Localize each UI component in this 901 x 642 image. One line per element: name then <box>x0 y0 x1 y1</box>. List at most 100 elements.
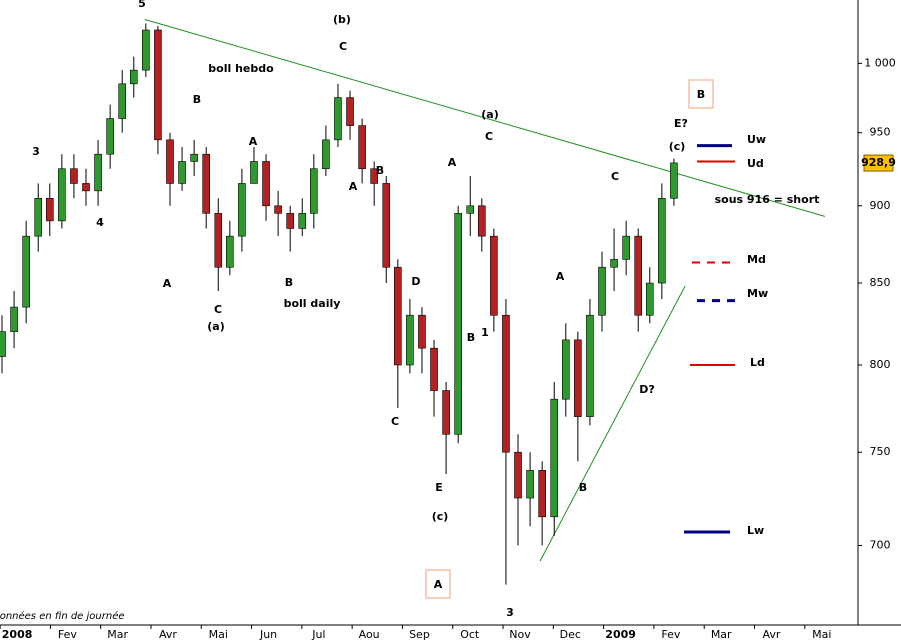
candle-body <box>34 197 43 237</box>
candle-body <box>382 183 391 268</box>
candle-body <box>634 235 643 316</box>
candle-body <box>418 314 426 349</box>
x-tick-label: 2008 <box>2 628 33 641</box>
wave-annotation: (c) <box>432 510 449 523</box>
x-tick-label: Fev <box>58 628 77 641</box>
candle-body <box>0 331 6 357</box>
x-tick-label: Avr <box>159 628 177 641</box>
candle-body <box>94 153 102 192</box>
candle-body <box>561 339 570 400</box>
candle-body <box>645 282 654 316</box>
wave-annotation: D <box>411 275 420 288</box>
candle-body <box>70 168 78 184</box>
wave-annotation: C <box>611 170 619 183</box>
trendline <box>539 285 686 562</box>
wave-annotation: C <box>485 130 493 143</box>
candle-body <box>202 153 211 214</box>
candle-body <box>586 314 594 417</box>
boxed-label-frame <box>688 79 714 109</box>
x-tick-label: Avr <box>763 628 781 641</box>
candle-body <box>129 69 138 85</box>
candle-body <box>394 266 402 366</box>
wave-annotation: A <box>163 277 172 290</box>
candle-body <box>154 29 162 141</box>
candle-body <box>214 213 223 268</box>
y-tick-label: 700 <box>870 538 891 551</box>
x-tick-label: Mai <box>812 628 831 641</box>
candle-body <box>478 205 486 237</box>
wave-annotation: E? <box>674 117 688 130</box>
level-label: Md <box>747 253 766 266</box>
candle-body <box>310 168 318 214</box>
candle-body <box>658 197 666 284</box>
candle-body <box>358 125 366 170</box>
wave-annotation: C <box>339 40 347 53</box>
candle-body <box>502 314 510 453</box>
footnote: Données en fin de journée <box>0 610 125 622</box>
candle-body <box>454 213 462 435</box>
candle-body <box>10 306 18 332</box>
wave-annotation: (a) <box>207 320 224 333</box>
y-tick-label: 900 <box>870 199 891 212</box>
wave-annotation: A <box>349 180 358 193</box>
wave-annotation: B <box>193 93 201 106</box>
candle-body <box>274 205 282 214</box>
x-tick-label: Mai <box>209 628 228 641</box>
candle-body <box>238 183 246 237</box>
x-tick-label: 2009 <box>605 628 636 641</box>
y-tick-label: 850 <box>870 276 891 289</box>
candle-body <box>574 339 582 417</box>
y-tick-label: 750 <box>870 445 891 458</box>
wave-annotation: (b) <box>333 13 351 26</box>
candle-body <box>466 205 475 214</box>
candle-body <box>550 398 559 518</box>
y-tick-label: 800 <box>870 358 891 371</box>
candle-body <box>406 314 414 366</box>
wave-annotation: 4 <box>96 216 104 229</box>
last-price-box <box>863 154 894 172</box>
candle-body <box>346 97 354 126</box>
candle-body <box>58 168 66 222</box>
wave-annotation: 5 <box>138 0 146 10</box>
wave-annotation: B <box>285 276 293 289</box>
candle-body <box>178 161 186 184</box>
x-tick-label: Nov <box>509 628 531 641</box>
level-label: Uw <box>747 133 766 146</box>
wave-annotation: (a) <box>481 108 498 121</box>
candle-body <box>670 162 678 199</box>
wave-annotation: B <box>579 481 587 494</box>
x-tick-label: Jun <box>259 628 277 641</box>
wave-annotation: A <box>448 156 457 169</box>
wave-annotation: A <box>249 135 258 148</box>
candle-body <box>610 259 618 268</box>
x-tick-label: Sep <box>409 628 430 641</box>
wave-annotation: sous 916 = short <box>715 193 820 206</box>
x-tick-label: Fev <box>661 628 680 641</box>
candle-body <box>250 161 258 184</box>
boxed-label: A <box>434 578 443 591</box>
candle-body <box>622 235 630 260</box>
level-label: Ld <box>750 356 765 369</box>
wave-annotation: 3 <box>506 606 514 619</box>
boxed-label-frame <box>425 569 451 599</box>
level-label: Lw <box>747 524 764 537</box>
trendline <box>144 19 825 217</box>
candle-body <box>45 197 54 222</box>
x-tick-label: Jul <box>311 628 325 641</box>
candle-body <box>322 139 330 170</box>
x-tick-label: Dec <box>560 628 581 641</box>
candle-body <box>490 235 498 316</box>
candle-body <box>334 97 342 141</box>
candle-body <box>298 213 307 229</box>
candle-body <box>514 451 522 499</box>
candle-body <box>82 183 90 192</box>
wave-annotation: B <box>376 164 384 177</box>
wave-annotation: boll daily <box>284 297 341 310</box>
candle-body <box>118 83 127 119</box>
wave-annotation: (c) <box>669 140 686 153</box>
candle-body <box>598 266 606 316</box>
level-label: Mw <box>747 287 768 300</box>
candle-body <box>370 168 378 184</box>
